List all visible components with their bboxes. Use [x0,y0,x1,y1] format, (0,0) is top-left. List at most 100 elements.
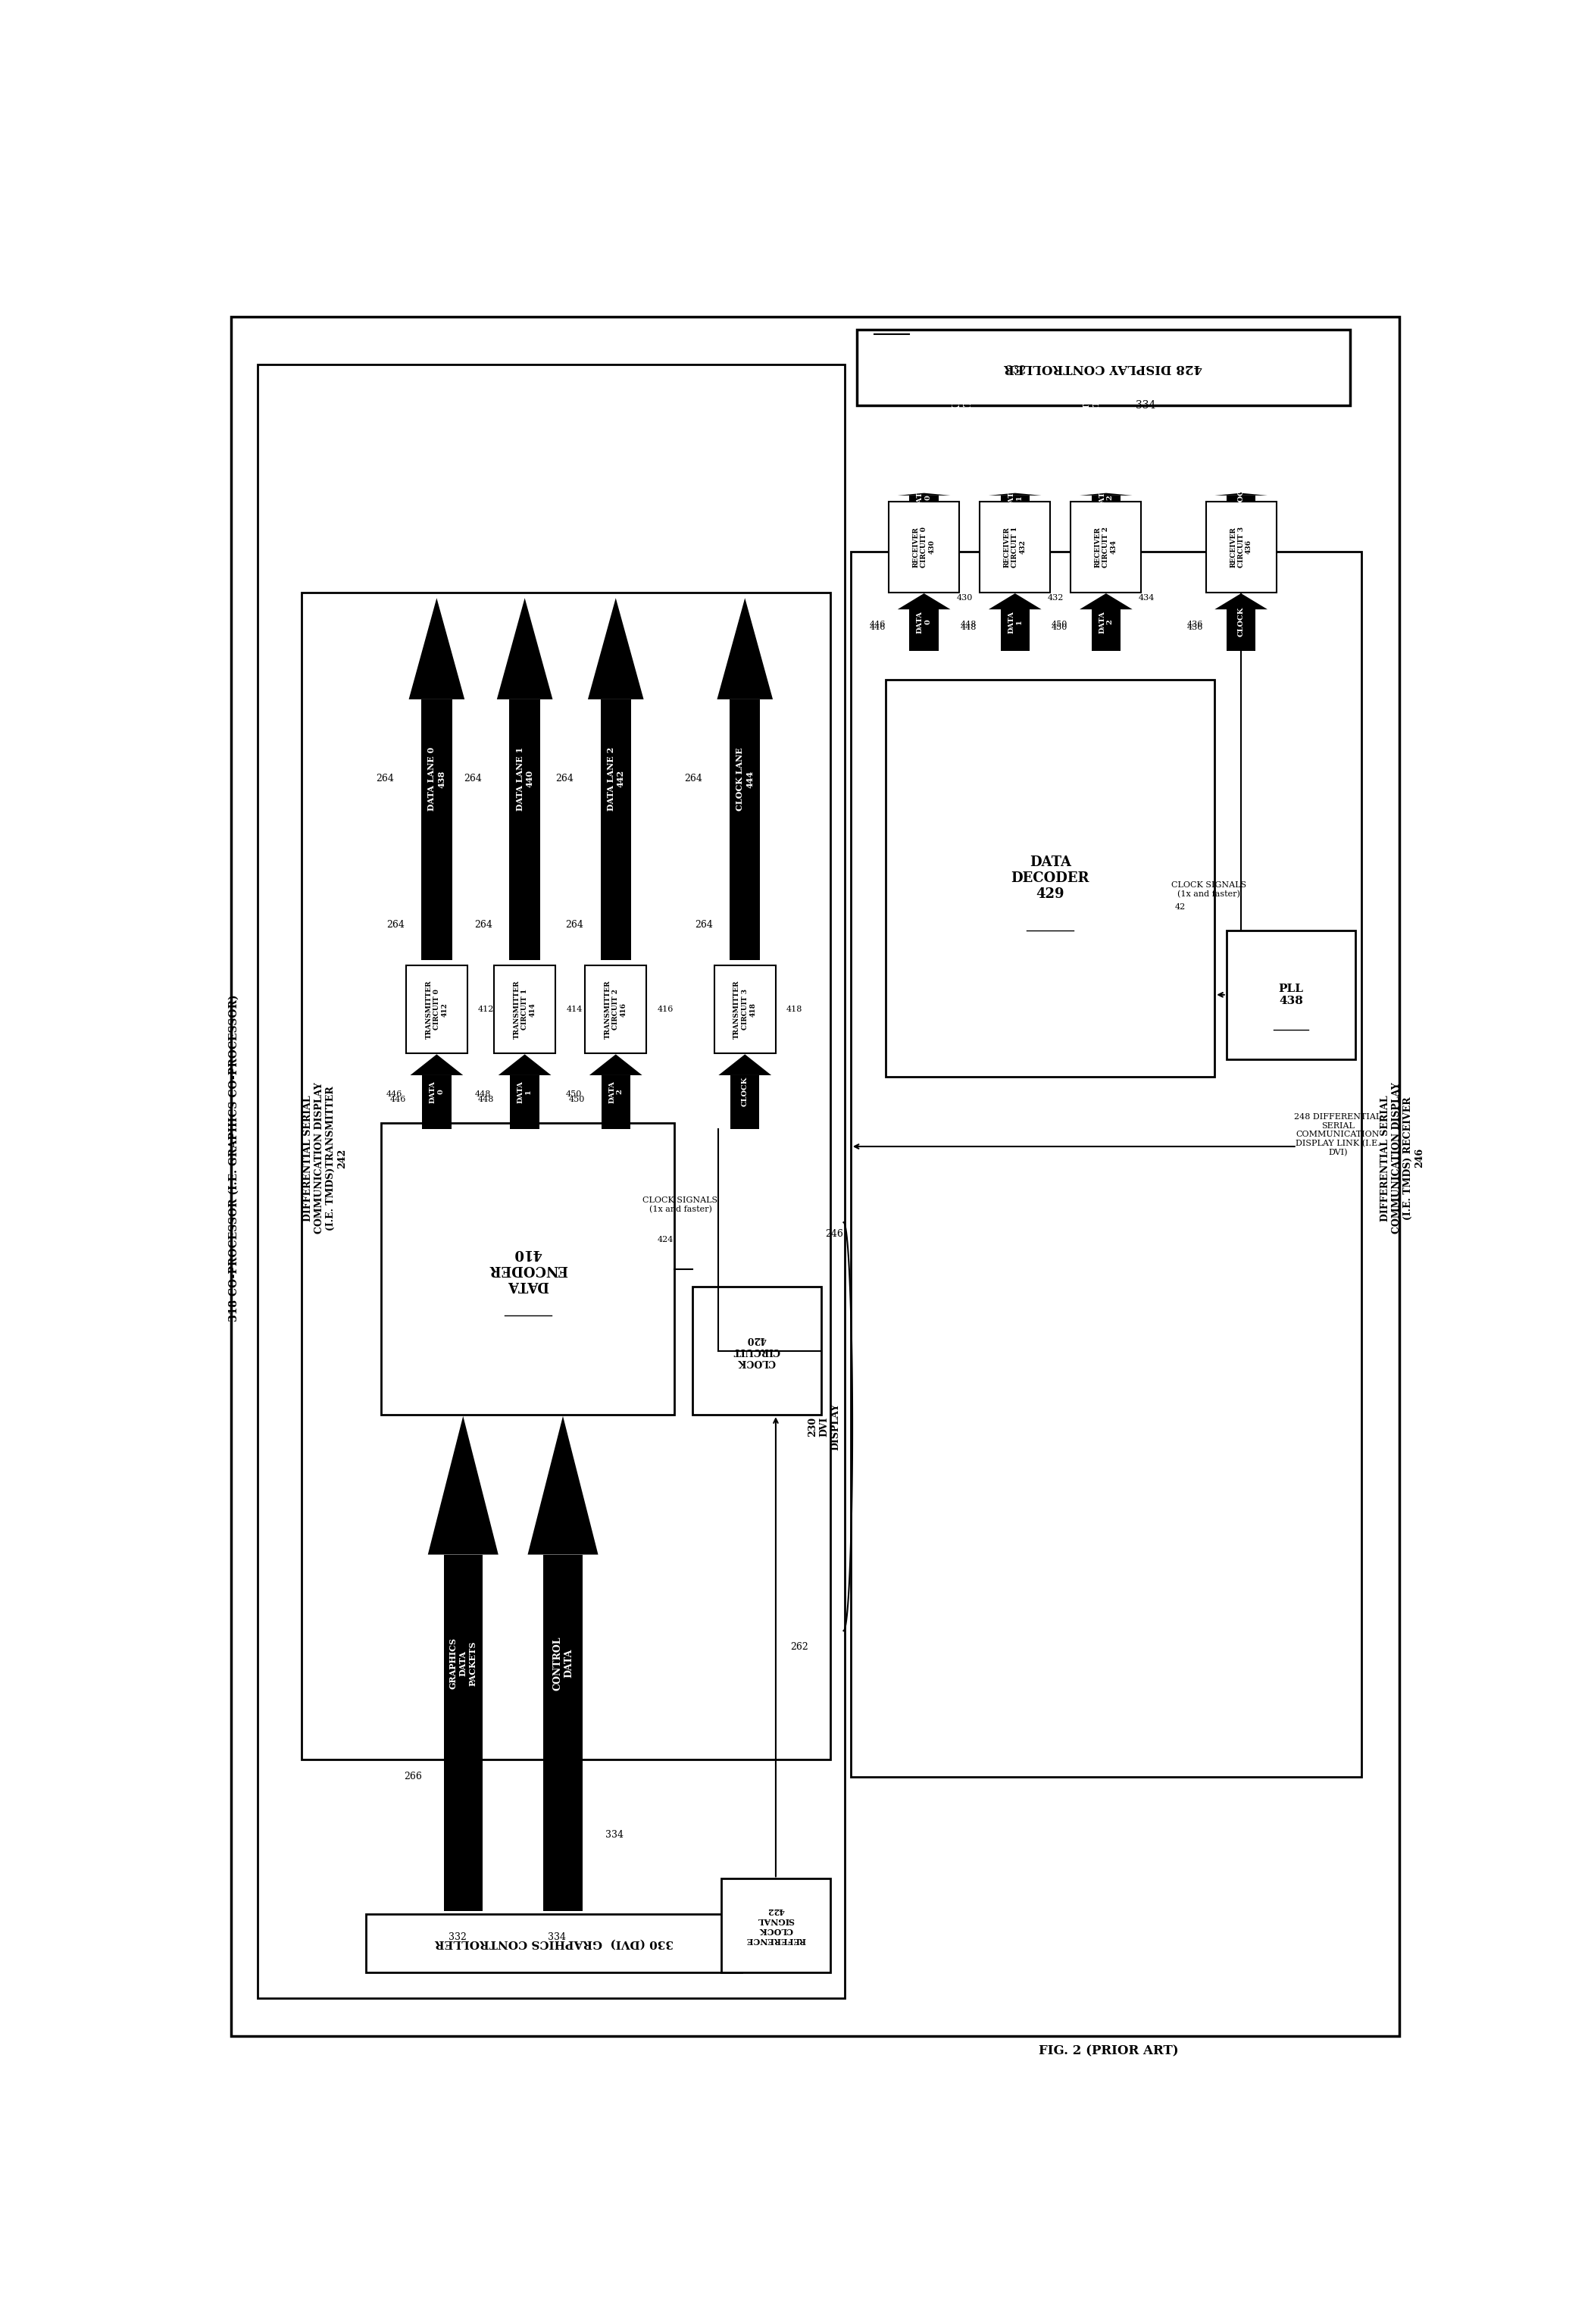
Polygon shape [528,1415,598,1555]
Text: 448: 448 [477,1097,495,1104]
Text: CLOCK SIGNALS
(1x and faster): CLOCK SIGNALS (1x and faster) [643,1197,718,1213]
Text: DATA
2: DATA 2 [1099,611,1114,632]
Bar [1227,609,1255,651]
Text: DATA
2: DATA 2 [608,1081,624,1104]
Text: CLOCK: CLOCK [1238,483,1244,511]
Text: RECEIVER
CIRCUIT 3
436: RECEIVER CIRCUIT 3 436 [1230,528,1252,567]
Text: 430: 430 [956,595,972,602]
Text: DATA
0: DATA 0 [916,611,931,632]
Bar [889,502,959,593]
Text: 334: 334 [1136,400,1155,411]
Text: 446: 446 [390,1097,406,1104]
Text: 432: 432 [1047,595,1063,602]
Text: 266: 266 [404,1771,422,1783]
Bar [980,502,1050,593]
Bar [493,964,555,1053]
Text: 246: 246 [826,1229,843,1239]
Polygon shape [988,593,1042,609]
Text: TRANSMITTER
CIRCUIT 3
418: TRANSMITTER CIRCUIT 3 418 [733,981,756,1039]
Text: 446: 446 [870,621,886,627]
Polygon shape [897,493,950,495]
Bar [730,700,760,960]
Text: CLOCK: CLOCK [741,1076,748,1106]
Text: 446: 446 [387,1090,403,1097]
Text: TRANSMITTER
CIRCUIT 2
416: TRANSMITTER CIRCUIT 2 416 [605,981,627,1039]
Text: 424: 424 [657,1236,673,1243]
Bar [422,1076,452,1129]
Polygon shape [1214,493,1268,495]
Bar [1001,495,1029,502]
Polygon shape [498,1055,550,1076]
Text: DATA LANE 0
438: DATA LANE 0 438 [428,746,445,811]
Text: DATA
1: DATA 1 [1007,611,1023,632]
Text: 42: 42 [1174,904,1185,911]
Bar [886,679,1214,1076]
Text: 448: 448 [474,1090,490,1097]
Text: RECEIVER
CIRCUIT 1
432: RECEIVER CIRCUIT 1 432 [1004,528,1026,567]
Text: 264: 264 [474,920,493,930]
Text: 318 CO-PROCESSOR (I.E. GRAPHICS CO-PROCESSOR): 318 CO-PROCESSOR (I.E. GRAPHICS CO-PROCE… [229,995,239,1322]
Text: 414: 414 [566,1006,582,1013]
Text: 448: 448 [961,621,977,627]
Bar [544,1555,582,1910]
Bar [1001,609,1029,651]
Text: TRANSMITTER
CIRCUIT 1
414: TRANSMITTER CIRCUIT 1 414 [514,981,536,1039]
Text: 230
DVI
DISPLAY: 230 DVI DISPLAY [808,1404,840,1450]
Bar [258,365,845,1999]
Text: PIXEL
DATA: PIXEL DATA [951,390,972,423]
Bar [721,1878,831,1973]
Text: 264: 264 [555,774,573,783]
Text: TRANSMITTER
CIRCUIT 0
412: TRANSMITTER CIRCUIT 0 412 [425,981,449,1039]
Text: 450: 450 [1052,621,1068,627]
Text: 446: 446 [870,623,886,632]
Polygon shape [897,593,950,609]
Text: FIG. 2 (PRIOR ART): FIG. 2 (PRIOR ART) [1039,2045,1179,2057]
Text: 450: 450 [1052,623,1068,632]
Text: 412: 412 [477,1006,495,1013]
Text: GRAPHICS
DATA
PACKETS: GRAPHICS DATA PACKETS [449,1638,477,1690]
Text: DATA
1: DATA 1 [1007,486,1023,509]
Text: CONTROL
DATA: CONTROL DATA [552,1636,573,1690]
Bar [714,964,776,1053]
Bar [1206,502,1276,593]
Bar [444,1555,482,1910]
Text: DIFFERENTIAL SERIAL
COMMUNICATION DISPLAY
(I.E. TMDS)TRANSMITTER
242: DIFFERENTIAL SERIAL COMMUNICATION DISPLA… [304,1083,347,1234]
Polygon shape [718,597,773,700]
Polygon shape [1214,593,1268,609]
Bar [601,1076,630,1129]
Polygon shape [988,493,1042,495]
Bar [1091,495,1120,502]
Bar [406,964,468,1053]
Bar [692,1287,821,1415]
Bar [302,593,831,1759]
Text: 264: 264 [684,774,702,783]
Bar [851,551,1362,1776]
Text: DATA
DECODER
429: DATA DECODER 429 [1010,855,1090,902]
Text: DATA
0: DATA 0 [430,1081,444,1104]
Text: RECEIVER
CIRCUIT 0
430: RECEIVER CIRCUIT 0 430 [913,528,936,567]
Text: 248 DIFFERENTIAL
SERIAL
COMMUNICATION
DISPLAY LINK (I.E.
DVI): 248 DIFFERENTIAL SERIAL COMMUNICATION DI… [1295,1113,1381,1157]
Bar [910,609,939,651]
Text: CLOCK: CLOCK [1238,607,1244,637]
Bar [509,700,539,960]
Bar [1227,930,1356,1060]
Polygon shape [428,1415,498,1555]
Text: DATA LANE 1
440: DATA LANE 1 440 [515,746,533,811]
Polygon shape [1080,493,1133,495]
Bar [380,1122,675,1415]
Text: REFERENCE
CLOCK
SIGNAL
422: REFERENCE CLOCK SIGNAL 422 [746,1906,805,1945]
Polygon shape [1080,593,1133,609]
Bar [511,1076,539,1129]
Polygon shape [719,1055,772,1076]
Polygon shape [496,597,552,700]
Text: CLOCK LANE
444: CLOCK LANE 444 [737,748,754,811]
Text: 264: 264 [387,920,404,930]
Text: CONTROL
DATA: CONTROL DATA [1082,381,1101,430]
Text: CLOCK SIGNALS
(1x and faster): CLOCK SIGNALS (1x and faster) [1171,881,1246,897]
Polygon shape [409,597,465,700]
Text: 264: 264 [565,920,584,930]
Bar [730,1076,759,1129]
Bar [1071,502,1141,593]
Text: 332: 332 [1006,365,1026,376]
Bar [856,330,1349,404]
